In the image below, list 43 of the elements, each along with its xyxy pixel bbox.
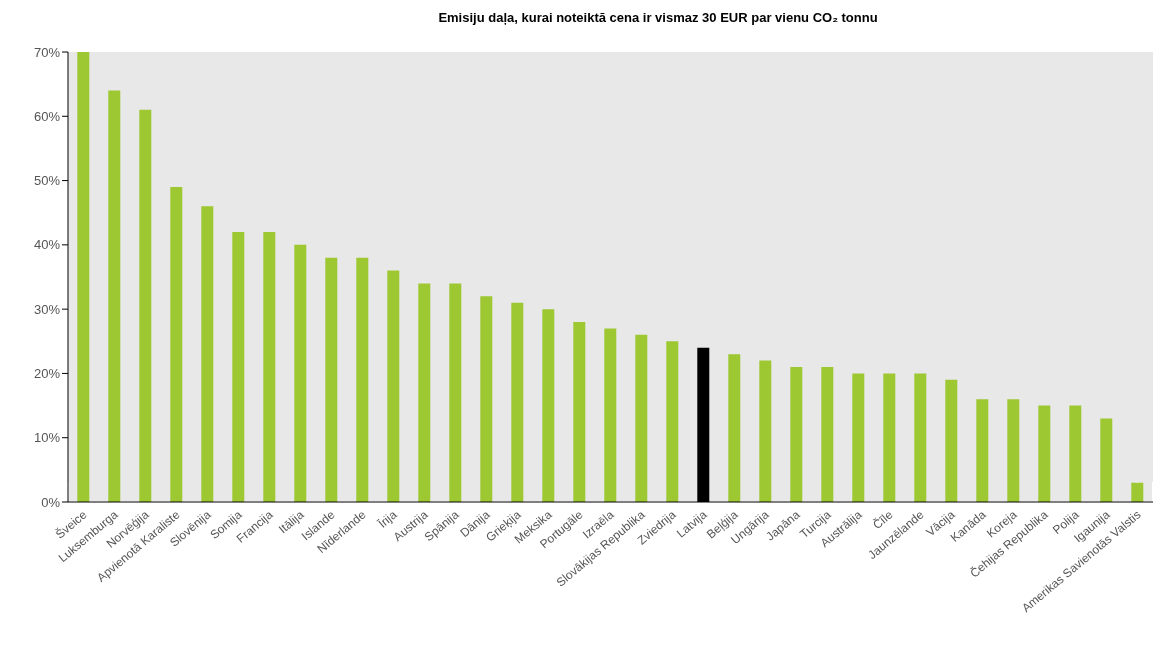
bar	[542, 309, 555, 502]
bar	[418, 283, 431, 502]
bar	[232, 232, 245, 502]
bar	[170, 187, 183, 502]
y-tick-label: 10%	[33, 430, 61, 446]
bar	[635, 334, 648, 502]
bar	[604, 328, 617, 502]
bar	[325, 257, 338, 502]
bar	[1038, 405, 1051, 502]
y-tick-label: 0%	[41, 494, 61, 510]
y-tick-label: 60%	[33, 108, 61, 124]
y-tick-label: 30%	[33, 301, 61, 317]
bar	[573, 322, 586, 502]
bar	[1131, 482, 1144, 502]
y-tick-label: 50%	[33, 173, 61, 189]
bar	[108, 90, 121, 502]
bar	[356, 257, 369, 502]
bar	[976, 399, 989, 502]
bar	[790, 367, 803, 502]
bar	[666, 341, 679, 502]
bar	[387, 270, 400, 502]
bar	[852, 373, 865, 502]
bar	[1100, 418, 1113, 502]
bar	[883, 373, 896, 502]
bar	[821, 367, 834, 502]
bar	[77, 52, 90, 502]
bar	[1069, 405, 1082, 502]
bar	[728, 354, 741, 502]
y-tick-label: 70%	[33, 44, 61, 60]
bar	[480, 296, 493, 502]
chart-title: Emisiju daļa, kurai noteiktā cena ir vismaz 30 EUR par vienu CO₂ tonnu	[437, 10, 879, 27]
bar	[449, 283, 462, 502]
bar	[511, 302, 524, 502]
bar	[914, 373, 927, 502]
y-tick-label: 20%	[33, 366, 61, 382]
bar	[759, 360, 772, 502]
y-tick-label: 40%	[33, 237, 61, 253]
bar	[294, 244, 307, 502]
bar	[201, 206, 214, 502]
bar	[139, 109, 152, 502]
bar	[1007, 399, 1020, 502]
bar	[945, 379, 958, 502]
bar	[263, 232, 276, 502]
